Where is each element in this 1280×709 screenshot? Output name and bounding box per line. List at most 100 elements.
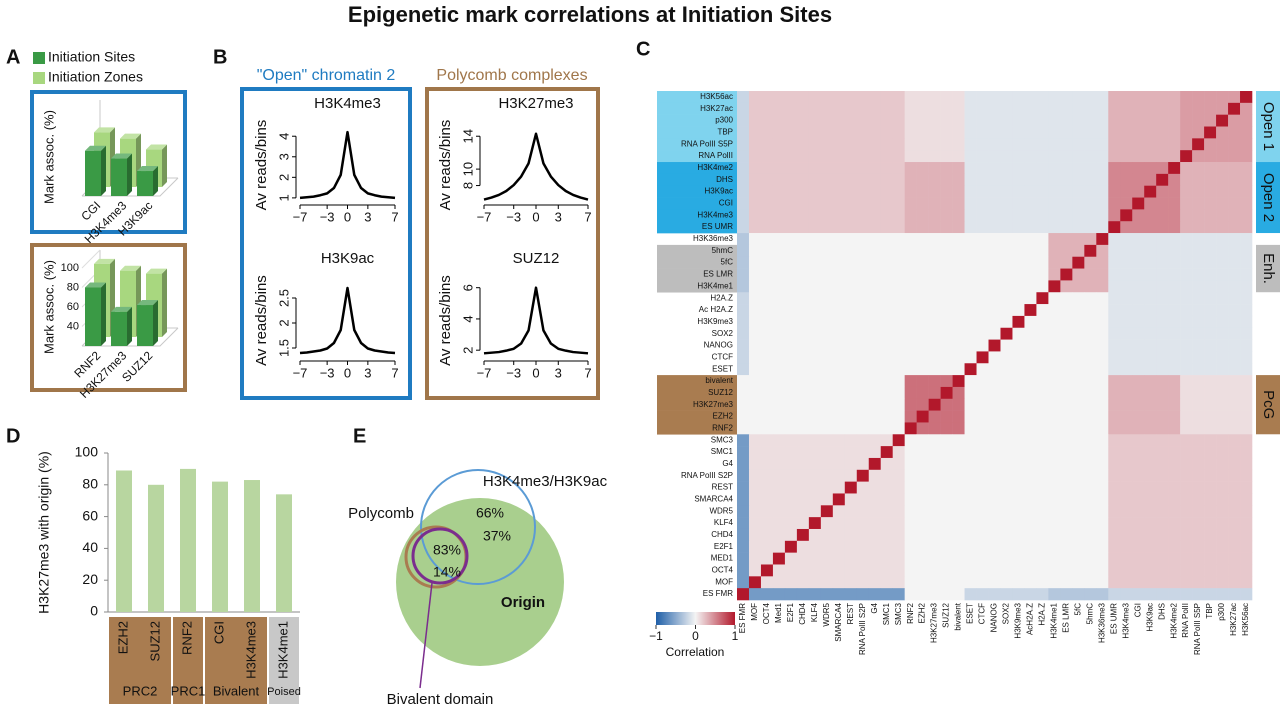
heatmap-cell: [856, 505, 870, 518]
heatmap-cell: [892, 552, 905, 565]
heatmap-cell: [1072, 457, 1085, 471]
heatmap-cell: [772, 150, 786, 163]
heatmap-cell: [796, 469, 810, 482]
heatmap-cell: [1132, 173, 1145, 186]
heatmap-cell: [844, 481, 858, 494]
x-tick-label: −3: [506, 209, 521, 224]
heatmap-cell: [796, 363, 810, 376]
heatmap-cell: [1132, 114, 1145, 127]
heatmap-cell: [760, 517, 774, 530]
column-label: ESET: [966, 603, 975, 624]
heatmap-cell: [868, 446, 882, 459]
heatmap-cell: [1108, 528, 1121, 542]
column-label: EZH2: [918, 602, 927, 623]
heatmap-cell: [1012, 434, 1025, 447]
heatmap-cell: [952, 173, 965, 186]
heatmap-cell: [1048, 197, 1061, 210]
column-label: RNA PolII: [1181, 603, 1190, 638]
heatmap-cell: [952, 375, 965, 388]
heatmap-cell: [1180, 197, 1193, 210]
heatmap-cell: [1228, 446, 1241, 459]
panel-frame: [30, 90, 187, 234]
heatmap-cell: [1084, 505, 1097, 518]
heatmap-cell: [1096, 315, 1109, 329]
heatmap-cell: [808, 292, 822, 305]
heatmap-cell: [1000, 173, 1013, 186]
heatmap-cell: [1240, 339, 1253, 352]
row-label: SUZ12: [708, 388, 733, 397]
heatmap-cell: [1036, 517, 1049, 530]
heatmap-cell: [904, 292, 917, 305]
heatmap-cell: [1144, 304, 1157, 317]
heatmap-cell: [976, 244, 989, 258]
heatmap-cell: [1216, 386, 1229, 400]
heatmap-cell: [748, 505, 762, 518]
heatmap-cell: [1072, 375, 1085, 388]
heatmap-cell: [1156, 540, 1169, 553]
heatmap-cell: [1072, 91, 1085, 104]
heatmap-cell: [832, 268, 846, 281]
heatmap-cell: [1132, 233, 1145, 246]
heatmap-cell: [880, 327, 893, 340]
heatmap-cell: [796, 422, 810, 435]
heatmap-cell: [940, 233, 953, 246]
heatmap-cell: [988, 446, 1001, 459]
heatmap-cell: [1132, 256, 1145, 269]
heatmap-cell: [832, 552, 846, 565]
heatmap-cell: [940, 386, 953, 400]
heatmap-cell: [1012, 233, 1025, 246]
heatmap-cell: [904, 481, 917, 494]
heatmap-cell: [1168, 434, 1181, 447]
heatmap-cell: [760, 185, 774, 198]
heatmap-cell: [737, 398, 750, 411]
heatmap-cell: [988, 481, 1001, 494]
heatmap-cell: [904, 327, 917, 340]
heatmap-cell: [1072, 292, 1085, 305]
heatmap-cell: [1144, 173, 1157, 186]
heatmap-cell: [1024, 528, 1037, 542]
heatmap-cell: [1240, 280, 1253, 293]
row-label: SMC3: [711, 435, 734, 444]
heatmap-cell: [964, 327, 977, 340]
heatmap-cell: [928, 256, 941, 269]
heatmap-cell: [820, 244, 834, 258]
column-label: NANOG: [990, 603, 999, 632]
row-label: H3K9me3: [697, 317, 733, 326]
heatmap-cell: [737, 505, 750, 518]
heatmap-cell: [784, 162, 798, 175]
heatmap-cell: [964, 375, 977, 388]
heatmap-cell: [760, 410, 774, 423]
heatmap-cell: [844, 505, 858, 518]
bar-top: [111, 306, 132, 312]
heatmap-cell: [1000, 457, 1013, 471]
heatmap-cell: [737, 304, 750, 317]
x-tick-label: −3: [506, 365, 521, 380]
heatmap-cell: [1240, 209, 1253, 222]
heatmap-cell: [892, 398, 905, 411]
heatmap-cell: [844, 493, 858, 506]
heatmap-cell: [1132, 126, 1145, 139]
heatmap-cell: [748, 102, 762, 115]
heatmap-cell: [1228, 410, 1241, 423]
heatmap-cell: [808, 244, 822, 258]
heatmap-cell: [796, 256, 810, 269]
heatmap-cell: [760, 386, 774, 400]
heatmap-cell: [1156, 564, 1169, 577]
heatmap-cell: [784, 185, 798, 198]
heatmap-cell: [1036, 280, 1049, 293]
heatmap-cell: [772, 162, 786, 175]
heatmap-cell: [1204, 162, 1217, 175]
heatmap-cell: [1120, 517, 1133, 530]
heatmap-cell: [760, 564, 774, 577]
heatmap-cell: [928, 162, 941, 175]
heatmap-cell: [1108, 91, 1121, 104]
heatmap-cell: [772, 528, 786, 542]
heatmap-cell: [737, 517, 750, 530]
heatmap-cell: [1036, 268, 1049, 281]
group-label: Open 1: [1260, 102, 1277, 151]
heatmap-cell: [1072, 422, 1085, 435]
heatmap-cell: [1132, 351, 1145, 364]
heatmap-cell: [988, 244, 1001, 258]
heatmap-cell: [1228, 114, 1241, 127]
heatmap-cell: [856, 481, 870, 494]
